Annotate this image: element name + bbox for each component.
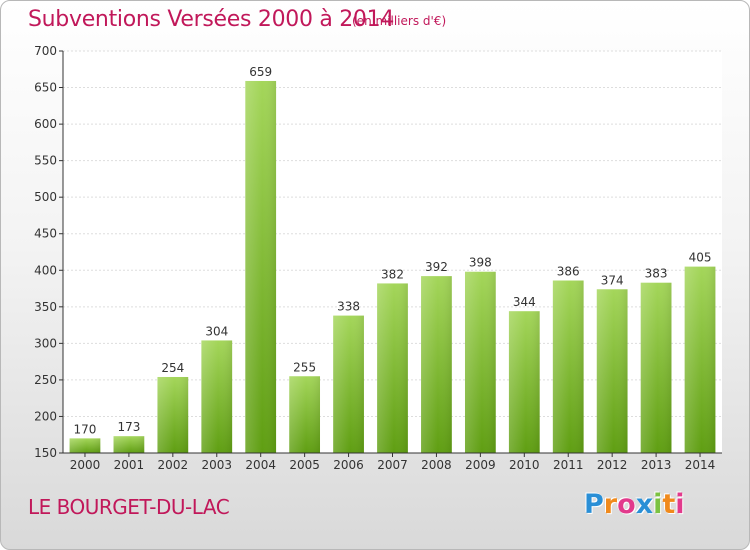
bar-shine [596,289,628,453]
x-tick-label: 2011 [553,458,584,472]
bar-value-label: 392 [425,260,448,274]
bar-value-label: 255 [293,360,316,374]
x-tick-label: 2001 [114,458,145,472]
logo-letter: x [635,489,654,520]
x-tick-label: 2002 [158,458,189,472]
bar-shine [508,311,540,453]
bar-shine [201,340,233,453]
y-tick-label: 150 [34,446,57,460]
bar-shine [157,376,189,453]
x-tick-label: 2000 [70,458,101,472]
bar-shine [245,80,277,453]
bar-value-label: 374 [601,273,624,287]
bar-value-label: 304 [205,324,228,338]
bar-value-label: 173 [117,420,140,434]
bar-value-label: 254 [161,361,184,375]
y-tick-label: 400 [34,263,57,277]
bar-value-label: 338 [337,300,360,314]
logo-letter: o [617,489,636,520]
x-tick-label: 2012 [597,458,628,472]
x-tick-label: 2006 [333,458,364,472]
x-tick-label: 2003 [201,458,232,472]
x-tick-label: 2007 [377,458,408,472]
bar-value-label: 398 [469,256,492,270]
bar-shine [552,280,584,453]
bar-value-label: 170 [74,422,97,436]
bar-shine [421,276,452,453]
bar-value-label: 405 [689,251,712,265]
x-tick-label: 2014 [685,458,716,472]
y-tick-label: 500 [34,190,57,204]
y-tick-label: 600 [34,117,57,131]
bar-shine [289,376,321,453]
x-tick-label: 2004 [245,458,276,472]
bar-shine [69,438,101,453]
proxiti-logo: Proxiti [584,489,685,520]
y-tick-label: 650 [34,81,57,95]
x-tick-label: 2008 [421,458,452,472]
bar-value-label: 382 [381,267,404,281]
y-tick-label: 450 [34,227,57,241]
y-tick-label: 350 [34,300,57,314]
x-tick-label: 2010 [509,458,540,472]
bar-shine [333,315,364,453]
logo-letter: i [675,489,685,520]
data-labels: 170 173 254 304 659 255 338 382 392 398 344 386 374 3… [74,65,712,436]
logo-letter: P [584,489,604,520]
y-tick-label: 300 [34,336,57,350]
axes: 150 200 250 300 350 400 450 500 550 600 650 700 2000… [34,44,722,472]
y-tick-label: 700 [34,44,57,58]
x-tick-label: 2009 [465,458,496,472]
logo-letter: i [653,489,663,520]
bar-shine [113,436,145,453]
x-tick-label: 2005 [289,458,320,472]
bar-value-label: 383 [645,267,668,281]
chart-subtitle: (en milliers d'€) [352,14,447,28]
bar-shine [684,266,716,453]
y-tick-label: 250 [34,373,57,387]
bar-value-label: 344 [513,295,536,309]
bar-value-label: 659 [249,65,272,79]
bars [69,80,716,453]
bar-shine [464,271,496,453]
bar-shine [377,283,408,453]
logo-letter: t [662,489,676,520]
chart-title: Subventions Versées 2000 à 2014 [28,7,395,32]
bar-shine [640,282,672,453]
logo-letter: r [603,489,618,520]
bar-value-label: 386 [557,265,580,279]
city-name: LE BOURGET-DU-LAC [28,495,230,519]
y-tick-label: 550 [34,154,57,168]
x-tick-label: 2013 [641,458,672,472]
y-tick-label: 200 [34,409,57,423]
